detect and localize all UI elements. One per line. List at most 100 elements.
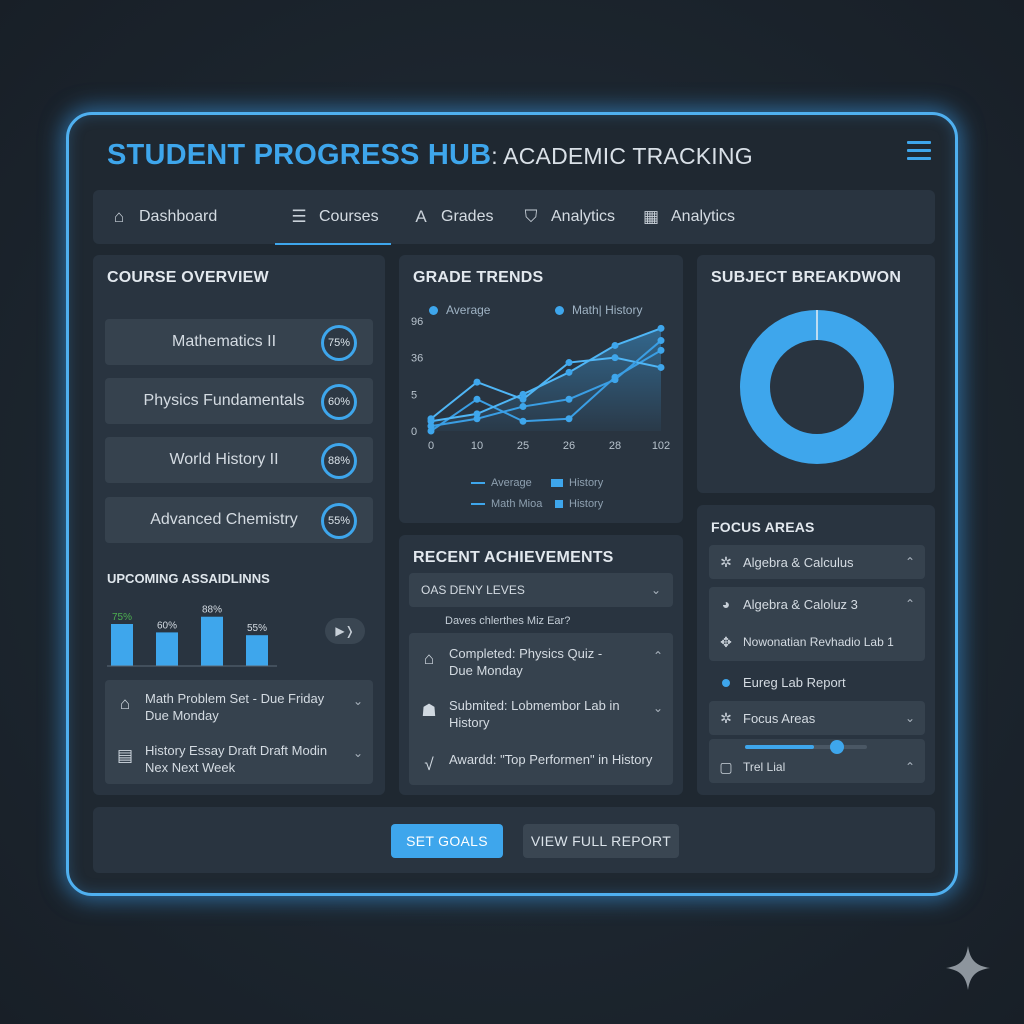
nav-label: Analytics: [671, 208, 736, 225]
achievement-item[interactable]: √ Awardd: "Top Performen" in History: [409, 751, 673, 775]
data-point: [473, 410, 481, 418]
briefcase-icon: ⌂: [423, 649, 435, 668]
focus-areas-panel: FOCUS AREAS ✲ Algebra & Calculus ⌃ ◕ Alg…: [697, 505, 935, 795]
data-point: [427, 422, 435, 430]
subject-donut-chart: [740, 310, 894, 464]
mini-bar-label: 88%: [202, 605, 222, 616]
set-goals-button[interactable]: SET GOALS: [391, 824, 503, 858]
mini-bar-label: 75%: [112, 612, 132, 623]
data-point: [519, 417, 527, 425]
subject-breakdown-panel: SUBJECT BREAKDWON: [697, 255, 935, 493]
chevron-down-icon: ⌄: [650, 583, 661, 597]
dot-icon: [709, 674, 743, 690]
nav-courses[interactable]: ☰ Courses: [275, 190, 391, 245]
assignment-item[interactable]: ▤ History Essay Draft Draft Modin Nex Ne…: [105, 742, 373, 776]
progress-ring: 60%: [321, 384, 357, 420]
focus-item[interactable]: Eureg Lab Report: [709, 665, 925, 699]
legend-label: Math| History: [572, 303, 643, 317]
focus-item[interactable]: ✥ Nowonatian Revhadio Lab 1: [709, 625, 925, 659]
select-value: OAS DENY LEVES: [421, 583, 525, 597]
course-overview-panel: COURSE OVERVIEW Mathematics II 75% Physi…: [93, 255, 385, 795]
course-name: Mathematics II: [171, 333, 277, 350]
nav-grades[interactable]: A Grades: [411, 190, 493, 244]
data-point: [427, 417, 435, 425]
play-button[interactable]: ▶❭: [325, 618, 365, 644]
page-title: STUDENT PROGRESS HUB: ACADEMIC TRACKING: [107, 139, 753, 172]
chevron-down-icon: ⌄: [352, 746, 364, 760]
panel-title: FOCUS AREAS: [711, 519, 815, 535]
course-card[interactable]: World History II 88%: [105, 437, 373, 483]
x-tick-label: 10: [471, 440, 483, 452]
grid-icon: ▦: [642, 207, 660, 226]
nav-label: Analytics: [551, 208, 616, 225]
course-card[interactable]: Mathematics II 75%: [105, 319, 373, 365]
hamburger-menu-icon[interactable]: [907, 141, 931, 163]
assignment-list: ⌂ Math Problem Set - Due Friday Due Mond…: [105, 680, 373, 784]
achievement-text: Awardd: "Top Performen" in History: [449, 752, 653, 767]
mini-bar: [111, 624, 133, 666]
achievement-text: Submited: Lobmembor Lab in History: [449, 698, 620, 730]
lab-icon: ✥: [720, 633, 732, 650]
data-point: [657, 324, 665, 332]
y-tick-label: 0: [411, 426, 417, 438]
title-main: STUDENT PROGRESS HUB: [107, 139, 492, 171]
focus-label: Algebra & Caloluz 3: [743, 596, 858, 612]
chevron-up-icon: ⌃: [904, 760, 915, 774]
data-point: [565, 359, 573, 367]
focus-item[interactable]: ◕ Algebra & Caloluz 3 ⌃: [709, 587, 925, 621]
focus-item[interactable]: ✲ Focus Areas ⌄: [709, 701, 925, 735]
focus-item[interactable]: ▢ Trel Lial ⌃: [709, 753, 925, 781]
achievement-item[interactable]: ☗ Submited: Lobmembor Lab in History ⌄: [409, 697, 673, 731]
recent-achievements-panel: RECENT ACHIEVEMENTS OAS DENY LEVES ⌄ Dav…: [399, 535, 683, 795]
legend-label: History: [569, 477, 604, 489]
legend-label: Math Mioa: [491, 498, 543, 510]
achievement-list: ⌂ Completed: Physics Quiz - Due Monday ⌃…: [409, 633, 673, 785]
focus-item[interactable]: ✲ Algebra & Calculus ⌃: [709, 545, 925, 579]
app-window: STUDENT PROGRESS HUB: ACADEMIC TRACKING …: [66, 112, 958, 896]
shield-icon: ⛉: [524, 207, 538, 226]
home-icon: ⌂: [113, 207, 125, 226]
nav-analytics-2[interactable]: ▦ Analytics: [641, 190, 735, 244]
panel-title: SUBJECT BREAKDWON: [711, 269, 902, 286]
achievement-item[interactable]: ⌂ Completed: Physics Quiz - Due Monday ⌃: [409, 645, 673, 679]
nav-label: Dashboard: [139, 208, 218, 225]
data-point: [611, 354, 619, 362]
upcoming-bar-chart: 75% 60% 88% 55%: [107, 605, 277, 667]
legend-dot-icon: [555, 305, 564, 315]
focus-slider[interactable]: [745, 740, 867, 754]
legend-item: Average: [471, 477, 532, 489]
slider-fill: [745, 745, 814, 749]
series-line: [430, 339, 662, 428]
progress-ring: 75%: [321, 325, 357, 361]
view-full-report-button[interactable]: VIEW FULL REPORT: [523, 824, 679, 858]
assignment-text: History Essay Draft Draft Modin Nex Next…: [145, 743, 328, 775]
upcoming-title: UPCOMING ASSAIDLINNS: [107, 571, 270, 586]
course-card[interactable]: Advanced Chemistry 55%: [105, 497, 373, 543]
assignment-text: Math Problem Set - Due Friday Due Monday: [145, 691, 325, 723]
settings-icon: ✲: [720, 709, 732, 726]
legend-label: History: [569, 498, 604, 510]
chevron-up-icon: ⌃: [652, 649, 664, 663]
nav-analytics-1[interactable]: ⛉ Analytics: [521, 190, 615, 244]
x-tick-label: 25: [517, 440, 529, 452]
slider-thumb[interactable]: [829, 740, 844, 754]
data-point: [519, 395, 527, 403]
chevron-down-icon: ⌄: [652, 701, 664, 715]
nav-label: Grades: [441, 208, 494, 225]
focus-label: Focus Areas: [743, 710, 816, 726]
nav-dashboard[interactable]: ⌂ Dashboard: [109, 190, 217, 244]
legend-square-icon: [551, 479, 563, 487]
data-point: [427, 427, 435, 435]
data-point: [611, 376, 619, 384]
chevron-down-icon: ⌄: [904, 711, 915, 725]
assignment-item[interactable]: ⌂ Math Problem Set - Due Friday Due Mond…: [105, 690, 373, 724]
data-point: [519, 390, 527, 398]
x-tick-label: 28: [609, 440, 621, 452]
sparkle-icon: [946, 946, 990, 990]
pie-icon: ◕: [721, 596, 731, 612]
top-nav: ⌂ Dashboard ☰ Courses A Grades ⛉ Analyti…: [93, 190, 935, 245]
legend-dot-icon: [429, 305, 438, 315]
achievement-filter-select[interactable]: OAS DENY LEVES ⌄: [409, 573, 673, 607]
legend-label: Average: [491, 477, 532, 489]
course-card[interactable]: Physics Fundamentals 60%: [105, 378, 373, 424]
